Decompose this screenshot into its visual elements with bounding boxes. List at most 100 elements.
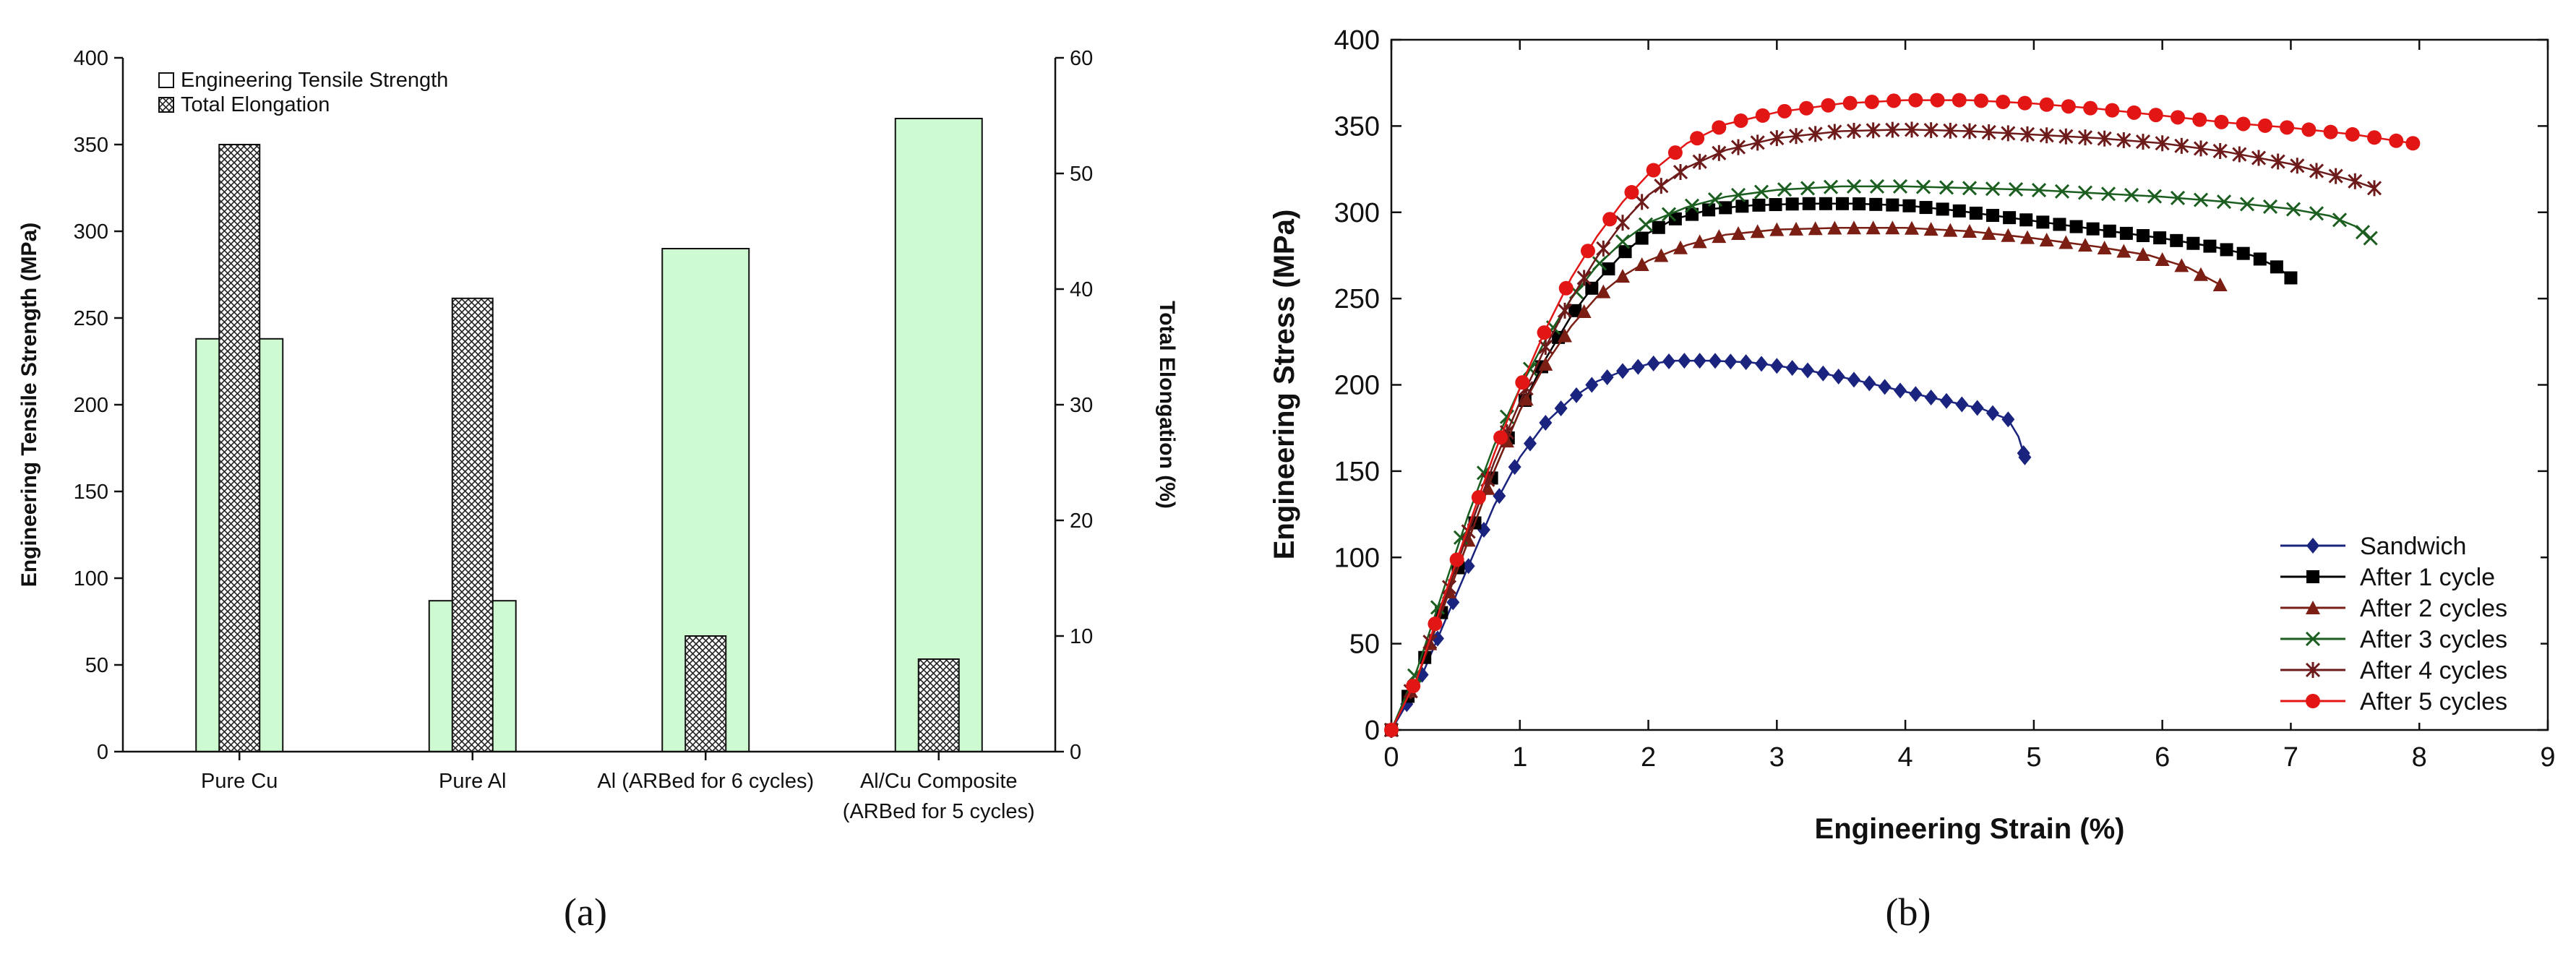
data-point: [1886, 198, 1899, 212]
data-point: [2170, 233, 2184, 247]
legend-label: After 3 cycles: [2360, 626, 2507, 653]
chart-b-ytick-label: 300: [1334, 198, 1380, 228]
data-point: [1634, 257, 1649, 271]
bar-tensile-strength: [894, 118, 983, 752]
data-point: [2309, 163, 2324, 179]
data-point: [2119, 226, 2133, 240]
series-markers: [1383, 179, 2378, 738]
data-point: [1962, 224, 1977, 239]
data-point: [2174, 258, 2189, 272]
data-point: [1647, 355, 1660, 371]
data-point: [2301, 122, 2317, 137]
series-line: [1390, 99, 2413, 731]
data-point: [2097, 240, 2112, 254]
data-point: [1908, 93, 1923, 108]
data-point: [2116, 244, 2131, 258]
data-point: [1493, 488, 1506, 504]
data-point: [2018, 449, 2032, 465]
data-point: [1427, 616, 1443, 632]
chart-b-xlabel: Engineering Strain (%): [1815, 813, 2125, 845]
data-point: [1616, 363, 1629, 379]
data-point: [1568, 304, 1582, 317]
data-point: [1969, 206, 1983, 220]
data-point: [1909, 386, 1923, 403]
data-point: [1970, 400, 1984, 416]
data-point: [1800, 181, 1816, 196]
data-point: [2345, 126, 2360, 142]
data-point: [1823, 179, 1839, 194]
data-point: [2348, 173, 2363, 189]
chart-a-category-label: Pure Al: [439, 770, 507, 793]
chart-b-ytick-label: 400: [1334, 25, 1380, 56]
data-point: [1558, 280, 1573, 296]
series-line: [1390, 226, 2221, 731]
chart-a-y2tick-label: 30: [1070, 394, 1093, 417]
data-point: [2039, 232, 2054, 246]
chart-a-y2tick-label: 10: [1070, 625, 1093, 648]
data-point: [1981, 124, 1996, 140]
chart-b-ytick-label: 200: [1334, 371, 1380, 401]
data-point: [2031, 183, 2047, 198]
data-point: [1878, 379, 1892, 395]
data-point: [2332, 212, 2348, 228]
data-point: [1866, 220, 1881, 235]
legend-marker: [2306, 694, 2320, 708]
data-point: [1709, 353, 1722, 369]
data-point: [1808, 126, 1823, 142]
data-point: [2280, 120, 2295, 135]
data-point: [2153, 231, 2167, 245]
data-point: [2232, 146, 2247, 163]
series-line: [1390, 359, 2026, 731]
data-point: [1985, 181, 2001, 197]
data-point: [2171, 110, 2185, 125]
data-point: [2216, 194, 2232, 210]
data-point: [2262, 199, 2278, 214]
data-point: [1923, 222, 1939, 236]
data-point: [2058, 128, 2074, 145]
data-point: [1678, 353, 1691, 369]
data-point: [2039, 97, 2054, 112]
data-point: [1930, 93, 1945, 108]
data-point: [2019, 213, 2033, 227]
data-point: [2309, 206, 2324, 221]
bar-total-elongation: [917, 658, 960, 752]
data-point: [1554, 400, 1568, 416]
legend-marker: [2306, 601, 2320, 614]
data-point: [2001, 125, 2016, 142]
data-point: [1770, 358, 1784, 374]
series-markers: [1383, 121, 2382, 738]
data-point: [1943, 122, 1958, 139]
data-point: [1686, 207, 1699, 221]
chart-b-xtick-label: 3: [1769, 742, 1785, 773]
chart-a-y2tick-label: 40: [1070, 278, 1093, 301]
data-point: [2036, 215, 2050, 229]
data-point: [1735, 199, 1749, 213]
data-point: [2214, 114, 2229, 129]
data-point: [2135, 134, 2151, 150]
chart-a-ytick-label: 250: [74, 307, 108, 330]
chart-b-xtick-label: 6: [2155, 742, 2170, 773]
data-point: [1712, 120, 1727, 135]
data-point: [1631, 358, 1645, 375]
data-point: [1558, 328, 1572, 343]
chart-b-xtick-label: 7: [2283, 742, 2298, 773]
data-point: [1852, 197, 1866, 211]
data-point: [1654, 178, 1669, 194]
data-point: [1962, 181, 1978, 196]
chart-b-ytick-label: 150: [1334, 457, 1380, 487]
data-point: [1832, 369, 1845, 385]
data-point: [2192, 112, 2207, 127]
data-point: [1600, 369, 1614, 385]
data-point: [1570, 387, 1583, 403]
data-point: [1894, 382, 1907, 399]
data-point: [1836, 197, 1849, 210]
data-point: [1596, 240, 1611, 257]
data-point: [1576, 270, 1592, 286]
data-point: [1519, 392, 1534, 406]
data-point: [1801, 362, 1814, 379]
data-point: [1624, 185, 1639, 200]
chart-a: 0 50 100 150 200 250 300 350 400 0 10 20 30 40 50 60 Pur…: [17, 47, 1179, 823]
data-point: [1753, 184, 1769, 199]
data-point: [1618, 245, 1632, 259]
